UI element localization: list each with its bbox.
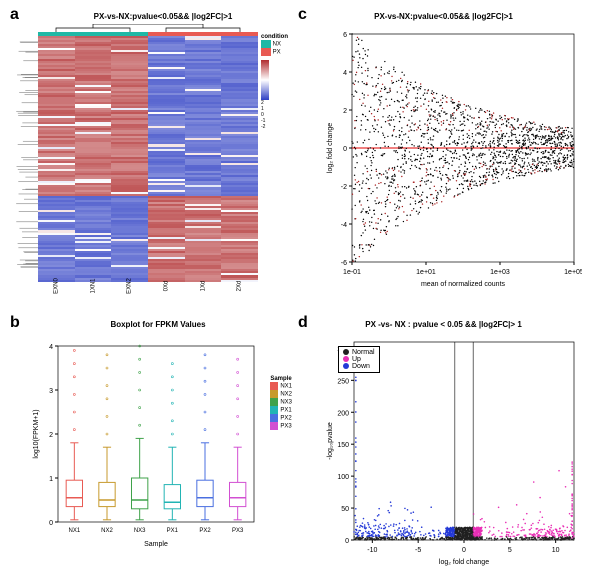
svg-text:mean of normalized counts: mean of normalized counts [421,281,506,288]
svg-text:log₂ fold change: log₂ fold change [439,559,489,566]
svg-text:2: 2 [49,432,53,439]
svg-text:-2: -2 [341,184,347,191]
svg-text:log₂ fold change: log₂ fold change [327,123,334,173]
heatmap-xlabels: EXN01XN1EXN20Xd1Xd2Xd [38,283,258,289]
heatmap [38,36,258,281]
svg-text:0: 0 [49,520,53,527]
svg-text:PX1: PX1 [167,528,179,534]
heatmap-colorbar [261,60,269,100]
panel-d: d PX -vs- NX : pvalue < 0.05 && |log2FC|… [296,316,591,579]
panel-b: b Boxplot for FPKM Values 0 1 2 3 4 log10(FPK… [8,316,288,579]
svg-text:NX2: NX2 [101,528,113,534]
dendrogram-left [16,36,38,281]
heatmap-title: PX-vs-NX:pvalue<0.05&& |log2FC|>1 [38,12,288,21]
svg-text:1e+03: 1e+03 [490,269,510,276]
svg-text:10: 10 [552,547,560,554]
panel-b-label: b [10,314,20,332]
panel-c-label: c [298,6,307,24]
svg-text:PX3: PX3 [232,528,244,534]
svg-text:200: 200 [337,410,349,417]
svg-text:1: 1 [49,476,53,483]
svg-text:log10(FPKM+1): log10(FPKM+1) [33,409,40,458]
panel-a: a PX-vs-NX:pvalue<0.05&& |log2FC|>1 EXN0… [8,8,288,308]
panel-c: c PX-vs-NX:pvalue<0.05&& |log2FC|>1 1e-0… [296,8,591,308]
svg-text:3: 3 [49,388,53,395]
svg-text:4: 4 [49,344,53,351]
svg-text:NX1: NX1 [68,528,80,534]
panel-d-label: d [298,314,308,332]
svg-text:6: 6 [343,32,347,39]
svg-text:0: 0 [462,547,466,554]
boxplot-legend: Sample NX1NX2NX3PX1PX2PX3 [270,376,292,430]
maplot: 1e-01 1e+01 1e+03 1e+05 -6 -4 -2 0 2 4 6 log₂ fold … [322,30,582,290]
volcano-legend: NormalUpDown [338,346,380,373]
boxplot: 0 1 2 3 4 log10(FPKM+1) Sample NX1 NX2 NX3 PX1 PX2 P… [30,340,260,550]
svg-text:1e-01: 1e-01 [343,269,361,276]
svg-text:50: 50 [341,506,349,513]
svg-text:100: 100 [337,474,349,481]
svg-text:-10: -10 [367,547,377,554]
svg-text:1e+05: 1e+05 [564,269,582,276]
svg-text:4: 4 [343,70,347,77]
svg-text:NX3: NX3 [134,528,146,534]
svg-text:5: 5 [508,547,512,554]
svg-text:-4: -4 [341,222,347,229]
svg-text:-6: -6 [341,260,347,267]
svg-text:PX2: PX2 [199,528,211,534]
svg-text:0: 0 [345,538,349,545]
svg-text:1e+01: 1e+01 [416,269,436,276]
boxplot-title: Boxplot for FPKM Values [28,320,288,329]
maplot-title: PX-vs-NX:pvalue<0.05&& |log2FC|>1 [296,12,591,21]
svg-text:150: 150 [337,442,349,449]
svg-text:-5: -5 [415,547,421,554]
svg-text:-log₁₀pvalue: -log₁₀pvalue [327,422,334,460]
svg-text:0: 0 [343,146,347,153]
heatmap-legend: condition NX PX 210-1-2 [261,34,288,130]
svg-text:Sample: Sample [144,541,168,548]
legend-swatch-px [261,48,271,56]
svg-text:2: 2 [343,108,347,115]
legend-swatch-nx [261,40,271,48]
svg-text:250: 250 [337,378,349,385]
volcano-title: PX -vs- NX : pvalue < 0.05 && |log2FC|> … [296,320,591,329]
panel-a-label: a [10,6,19,24]
